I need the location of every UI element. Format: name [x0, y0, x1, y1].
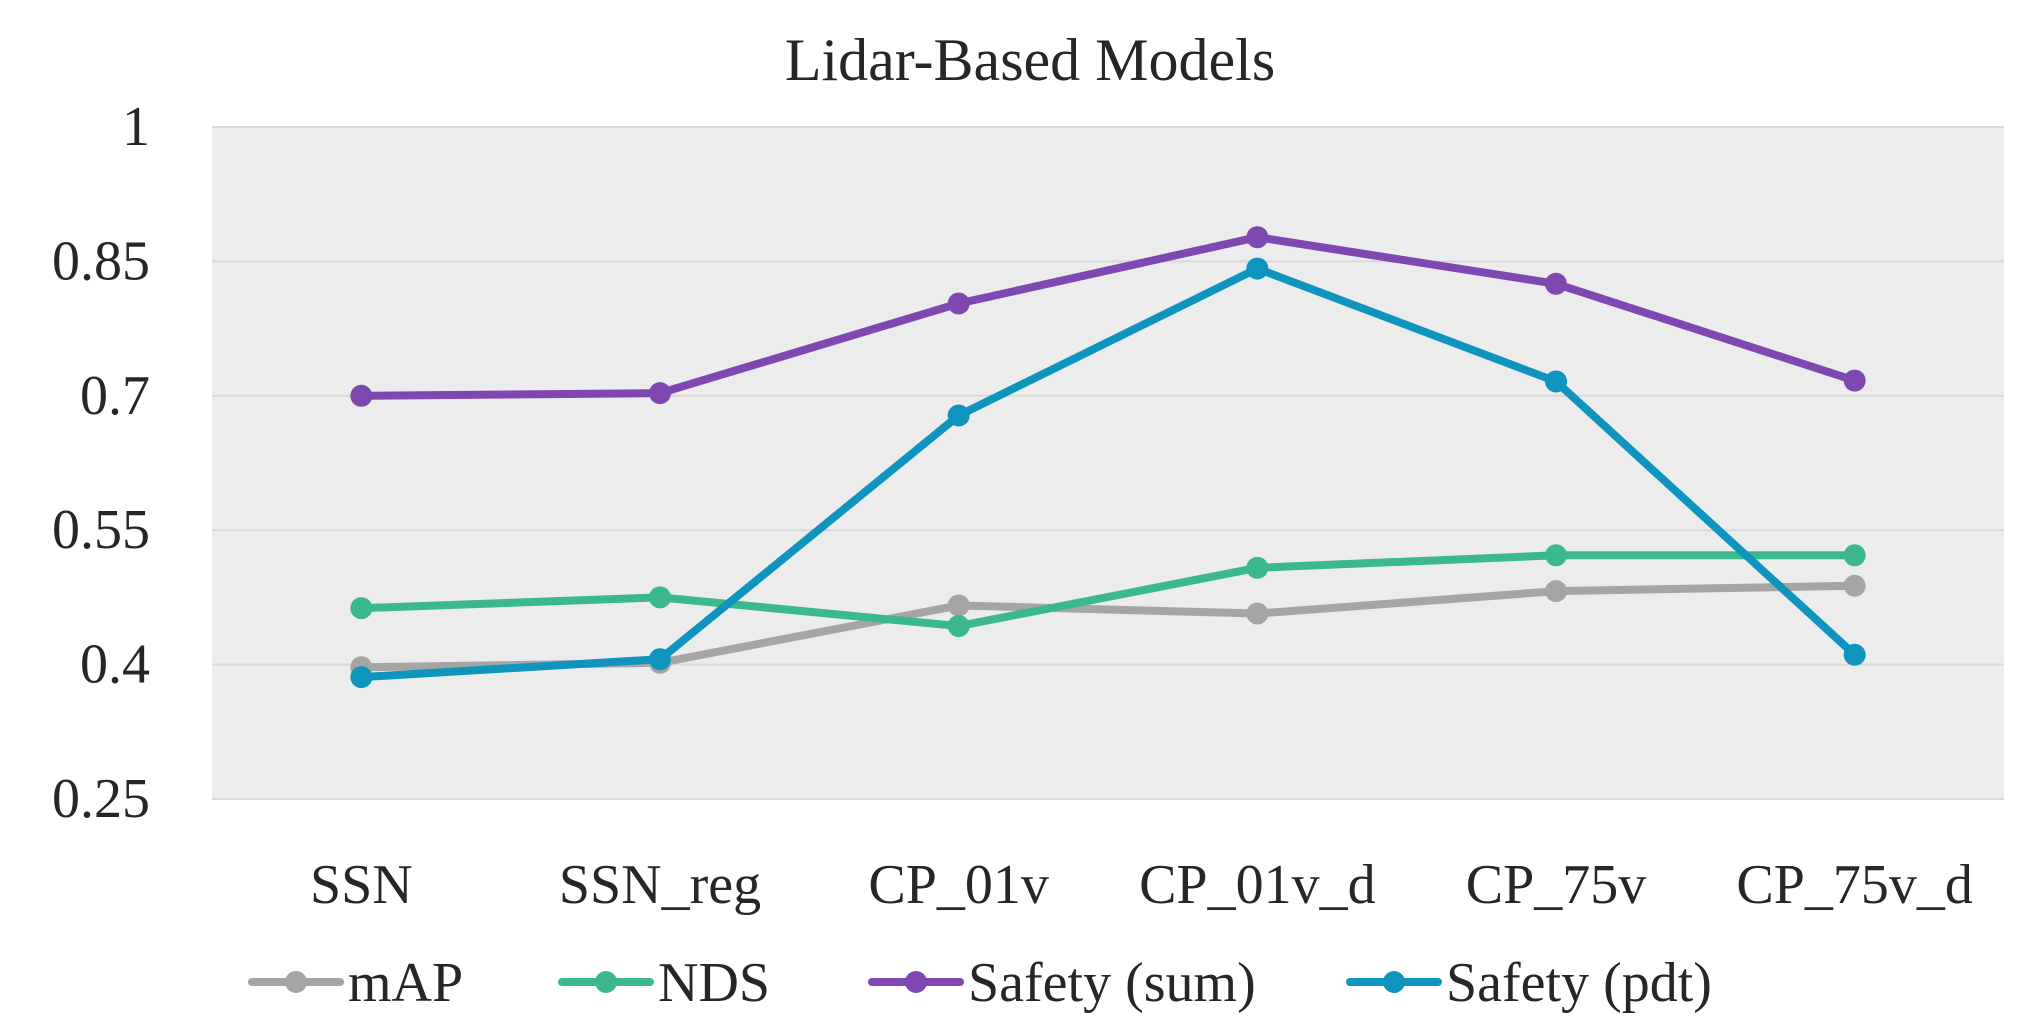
- x-tick-label: CP_75v: [1466, 854, 1647, 916]
- legend-swatch-marker: [595, 971, 617, 993]
- data-point: [649, 586, 671, 609]
- y-tick-label: 0.7: [80, 365, 150, 427]
- legend: mAP NDS Safety (sum) Safety (pdt): [248, 952, 1712, 1014]
- series-3: [350, 257, 1866, 689]
- data-point: [947, 594, 970, 617]
- series-1: [350, 544, 1866, 638]
- data-point: [350, 597, 373, 620]
- x-axis-ticks: SSN SSN_reg CP_01v CP_01v_d CP_75v CP_75v_d: [310, 854, 1973, 916]
- data-point: [1843, 544, 1866, 567]
- legend-label: Safety (sum): [968, 952, 1256, 1014]
- x-tick-label: CP_01v: [868, 854, 1049, 916]
- data-point: [1545, 580, 1567, 603]
- y-tick-label: 0.25: [52, 768, 150, 830]
- data-point: [649, 648, 671, 671]
- data-point: [1843, 643, 1866, 666]
- legend-label: mAP: [348, 952, 463, 1014]
- data-point: [1843, 369, 1866, 392]
- data-point: [1545, 370, 1567, 393]
- data-point: [1843, 574, 1866, 597]
- legend-label: NDS: [658, 952, 770, 1014]
- legend-item: NDS: [558, 952, 770, 1014]
- data-point: [1246, 226, 1269, 249]
- y-tick-label: 1: [122, 96, 150, 158]
- series-line: [357, 264, 1859, 682]
- data-point: [1545, 544, 1567, 567]
- y-tick-label: 0.85: [52, 230, 150, 292]
- data-point: [350, 666, 373, 689]
- x-tick-label: CP_75v_d: [1736, 854, 1973, 916]
- data-point: [350, 384, 373, 407]
- chart-title: Lidar-Based Models: [785, 27, 1275, 93]
- y-axis-ticks: 0.25 0.4 0.55 0.7 0.85 1: [52, 96, 150, 830]
- plot-background: [212, 127, 2004, 799]
- data-point: [1246, 556, 1269, 579]
- x-tick-label: SSN_reg: [559, 854, 761, 916]
- series-layer: [350, 226, 1866, 689]
- legend-swatch-marker: [905, 971, 927, 993]
- data-point: [1545, 272, 1567, 295]
- data-point: [1246, 257, 1269, 280]
- series-line: [357, 551, 1859, 631]
- data-point: [947, 292, 970, 315]
- x-tick-label: CP_01v_d: [1139, 854, 1376, 916]
- legend-item: Safety (sum): [868, 952, 1256, 1014]
- legend-swatch-marker: [1383, 971, 1405, 993]
- legend-label: Safety (pdt): [1446, 952, 1712, 1014]
- legend-item: Safety (pdt): [1346, 952, 1712, 1014]
- y-tick-label: 0.55: [52, 499, 150, 561]
- x-tick-label: SSN: [310, 854, 413, 916]
- series-line: [357, 233, 1859, 400]
- y-tick-label: 0.4: [80, 634, 150, 696]
- data-point: [947, 615, 970, 638]
- series-2: [350, 226, 1866, 407]
- data-point: [947, 404, 970, 427]
- data-point: [649, 382, 671, 405]
- legend-swatch-marker: [285, 971, 307, 993]
- data-point: [1246, 602, 1269, 625]
- legend-item: mAP: [248, 952, 463, 1014]
